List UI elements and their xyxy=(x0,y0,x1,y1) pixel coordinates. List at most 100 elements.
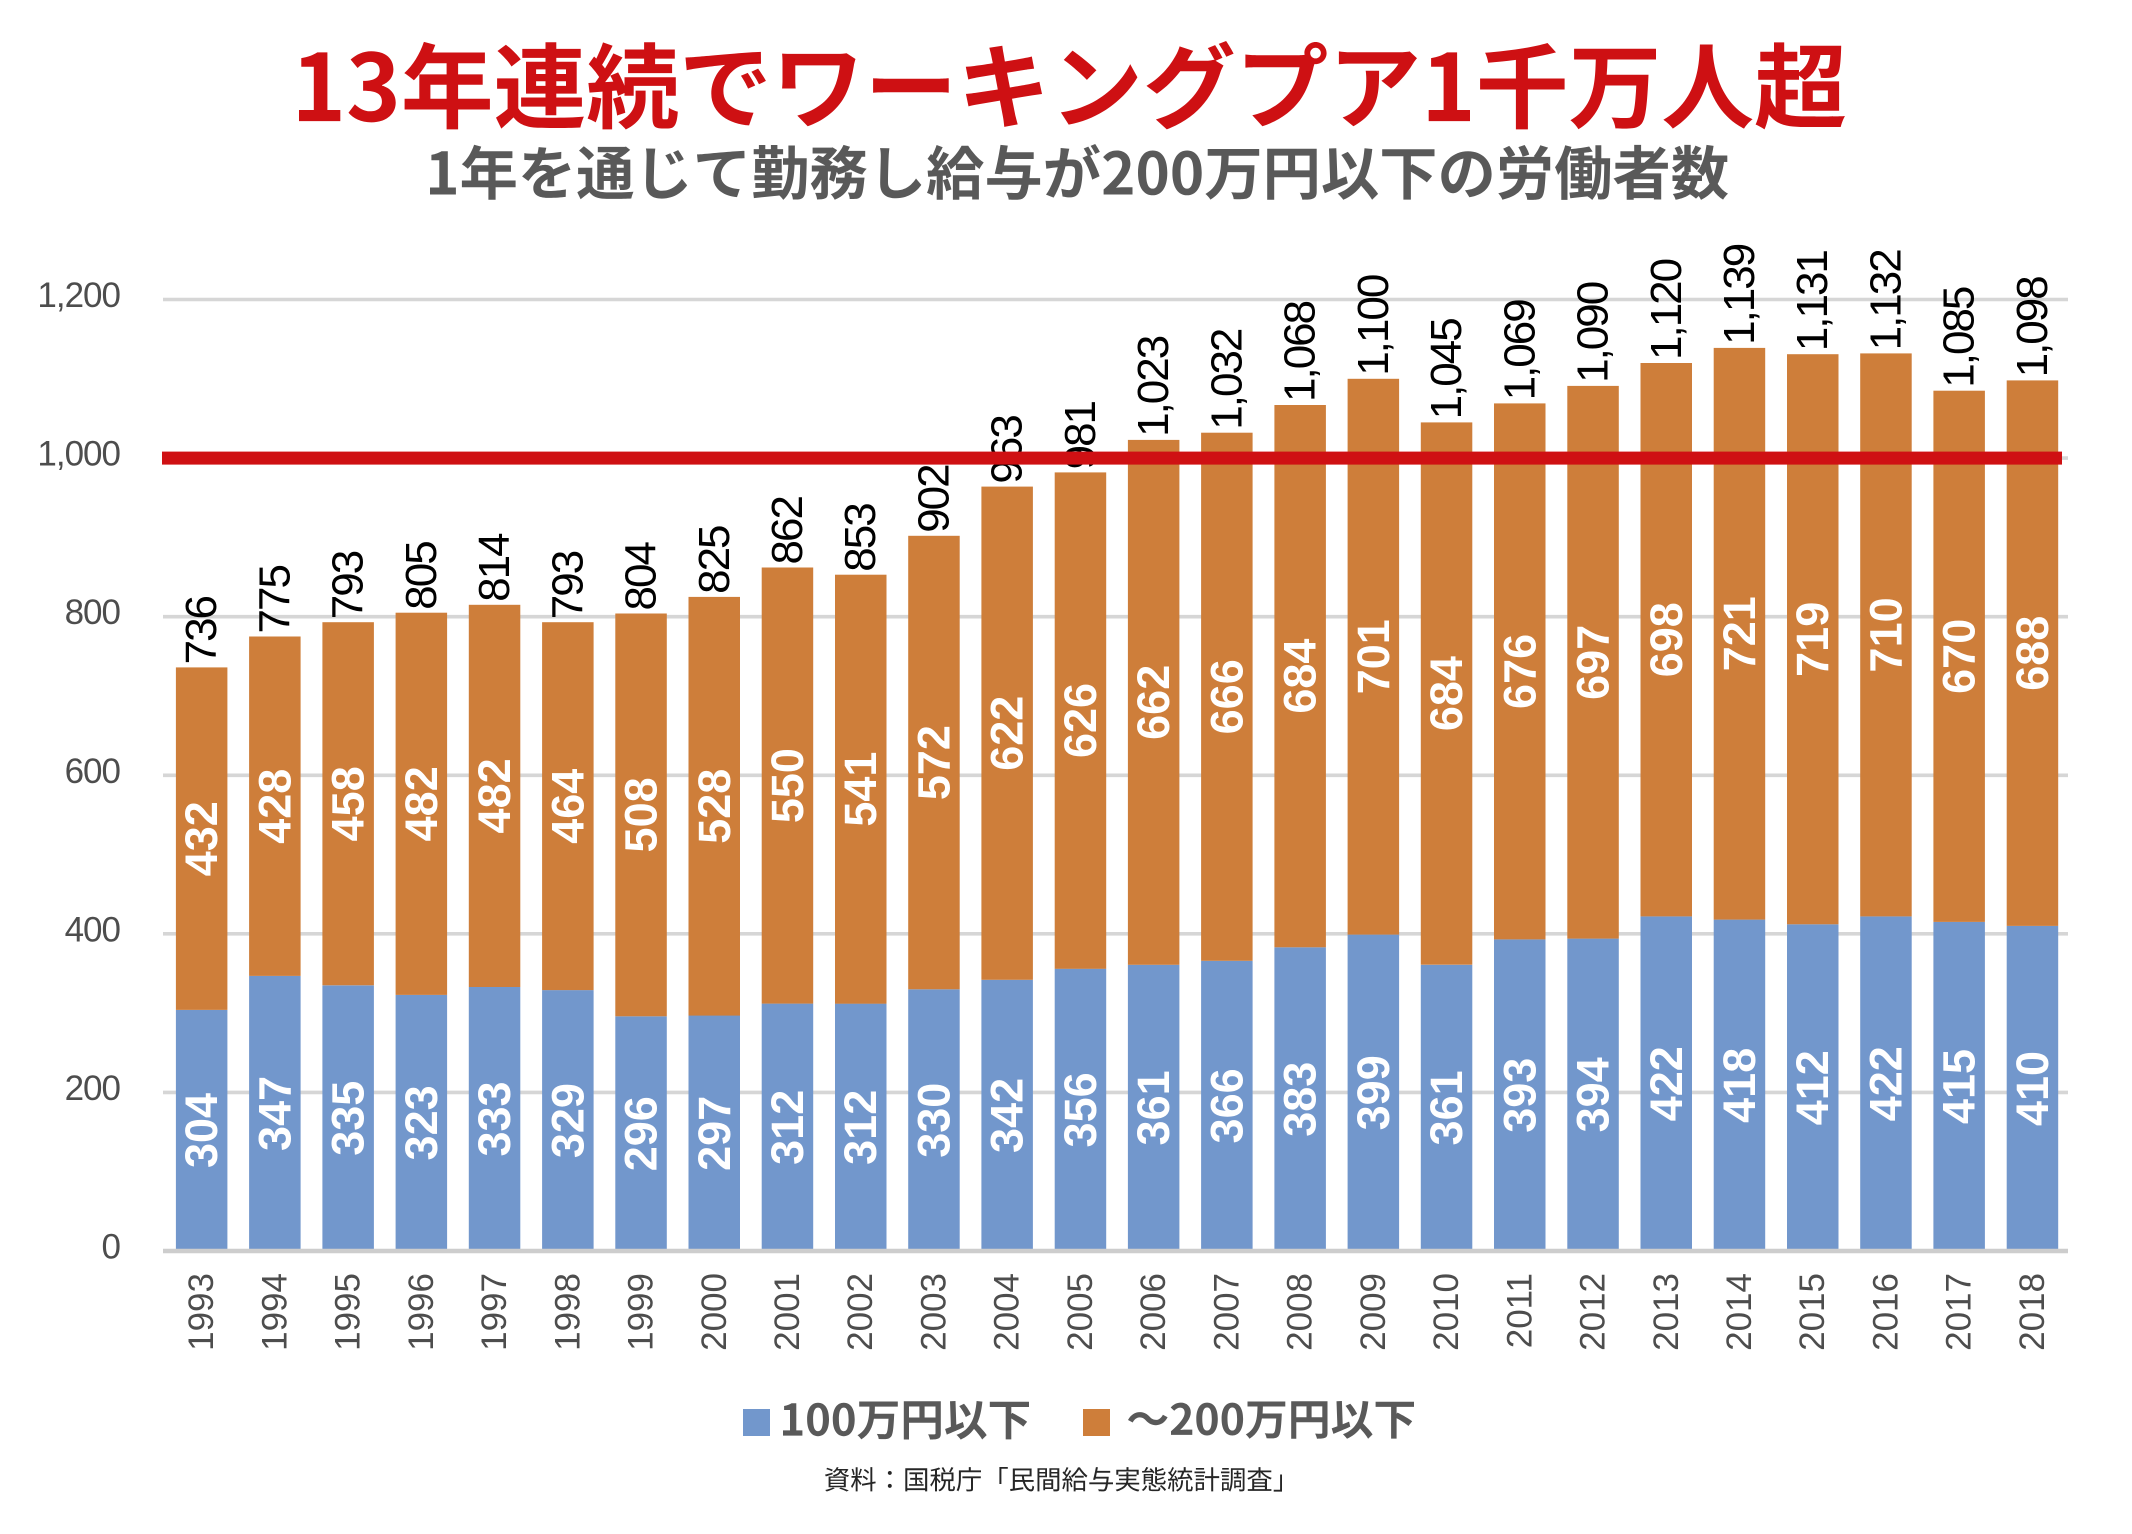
svg-text:394: 394 xyxy=(1568,1057,1619,1132)
svg-text:329: 329 xyxy=(542,1083,593,1158)
svg-text:342: 342 xyxy=(982,1078,1033,1153)
svg-text:688: 688 xyxy=(2007,616,2058,691)
svg-text:666: 666 xyxy=(1201,659,1252,734)
svg-text:410: 410 xyxy=(2007,1051,2058,1126)
svg-text:963: 963 xyxy=(983,416,1032,484)
svg-text:2011: 2011 xyxy=(1500,1273,1539,1348)
svg-text:793: 793 xyxy=(324,551,373,619)
svg-text:670: 670 xyxy=(1934,619,1985,694)
svg-text:361: 361 xyxy=(1421,1070,1472,1145)
svg-text:775: 775 xyxy=(250,566,299,634)
svg-text:312: 312 xyxy=(762,1090,813,1165)
svg-text:2003: 2003 xyxy=(915,1273,954,1351)
svg-text:2015: 2015 xyxy=(1793,1273,1832,1351)
svg-text:541: 541 xyxy=(835,752,886,827)
svg-text:1994: 1994 xyxy=(255,1273,294,1351)
svg-text:432: 432 xyxy=(176,801,227,876)
svg-text:676: 676 xyxy=(1494,634,1545,709)
svg-text:383: 383 xyxy=(1275,1062,1326,1137)
svg-text:422: 422 xyxy=(1860,1046,1911,1121)
svg-text:2006: 2006 xyxy=(1134,1273,1173,1351)
svg-text:721: 721 xyxy=(1714,596,1765,671)
svg-text:330: 330 xyxy=(909,1083,960,1158)
svg-text:304: 304 xyxy=(176,1093,227,1168)
svg-text:366: 366 xyxy=(1201,1068,1252,1143)
svg-text:312: 312 xyxy=(835,1090,886,1165)
svg-text:2007: 2007 xyxy=(1207,1273,1246,1351)
svg-text:684: 684 xyxy=(1275,639,1326,714)
svg-text:2017: 2017 xyxy=(1940,1273,1979,1351)
svg-text:2010: 2010 xyxy=(1427,1273,1466,1351)
svg-text:1995: 1995 xyxy=(329,1273,368,1351)
svg-text:862: 862 xyxy=(763,497,812,565)
svg-text:572: 572 xyxy=(909,725,960,800)
svg-text:1,139: 1,139 xyxy=(1715,244,1764,345)
svg-text:853: 853 xyxy=(836,504,885,572)
svg-text:1997: 1997 xyxy=(475,1273,514,1351)
svg-text:2009: 2009 xyxy=(1354,1273,1393,1351)
svg-text:626: 626 xyxy=(1055,683,1106,758)
svg-text:347: 347 xyxy=(249,1076,300,1151)
svg-text:1,090: 1,090 xyxy=(1569,282,1618,383)
svg-text:805: 805 xyxy=(397,542,446,610)
svg-text:528: 528 xyxy=(689,769,740,844)
svg-text:296: 296 xyxy=(616,1096,667,1171)
svg-text:2001: 2001 xyxy=(768,1273,807,1351)
svg-text:736: 736 xyxy=(177,596,226,664)
svg-text:600: 600 xyxy=(65,752,121,791)
svg-text:2013: 2013 xyxy=(1647,1273,1686,1351)
svg-text:393: 393 xyxy=(1494,1058,1545,1133)
svg-text:482: 482 xyxy=(469,758,520,833)
svg-text:719: 719 xyxy=(1787,602,1838,677)
svg-text:2008: 2008 xyxy=(1281,1273,1320,1351)
svg-text:1,120: 1,120 xyxy=(1642,259,1691,360)
svg-text:323: 323 xyxy=(396,1085,447,1160)
svg-text:415: 415 xyxy=(1934,1049,1985,1124)
svg-text:1,131: 1,131 xyxy=(1788,251,1837,352)
svg-text:1,068: 1,068 xyxy=(1276,301,1325,402)
svg-text:1,069: 1,069 xyxy=(1495,300,1544,401)
svg-text:2002: 2002 xyxy=(841,1273,880,1351)
svg-text:2005: 2005 xyxy=(1061,1273,1100,1351)
svg-text:418: 418 xyxy=(1714,1048,1765,1123)
svg-text:1,200: 1,200 xyxy=(37,276,120,315)
svg-text:1,100: 1,100 xyxy=(1349,275,1398,376)
svg-text:814: 814 xyxy=(470,533,519,602)
svg-text:1,045: 1,045 xyxy=(1422,319,1471,420)
svg-text:1,023: 1,023 xyxy=(1129,336,1178,437)
svg-text:464: 464 xyxy=(542,769,593,844)
svg-text:422: 422 xyxy=(1641,1046,1692,1121)
svg-text:400: 400 xyxy=(65,910,121,949)
svg-text:701: 701 xyxy=(1348,619,1399,694)
svg-text:662: 662 xyxy=(1128,665,1179,740)
svg-text:684: 684 xyxy=(1421,656,1472,731)
svg-text:2016: 2016 xyxy=(1866,1273,1905,1351)
svg-text:800: 800 xyxy=(65,593,121,632)
svg-text:482: 482 xyxy=(396,766,447,841)
svg-text:428: 428 xyxy=(249,769,300,844)
svg-text:1999: 1999 xyxy=(622,1273,661,1351)
svg-text:698: 698 xyxy=(1641,602,1692,677)
svg-text:356: 356 xyxy=(1055,1072,1106,1147)
svg-text:508: 508 xyxy=(616,777,667,852)
svg-text:1,085: 1,085 xyxy=(1935,287,1984,388)
svg-text:1,098: 1,098 xyxy=(2008,277,2057,378)
svg-text:550: 550 xyxy=(762,748,813,823)
svg-text:804: 804 xyxy=(617,542,666,611)
svg-text:1993: 1993 xyxy=(182,1273,221,1351)
svg-text:412: 412 xyxy=(1787,1050,1838,1125)
svg-text:1,032: 1,032 xyxy=(1202,329,1251,430)
svg-text:2000: 2000 xyxy=(695,1273,734,1351)
svg-text:793: 793 xyxy=(543,551,592,619)
svg-text:2004: 2004 xyxy=(988,1273,1027,1351)
svg-text:1996: 1996 xyxy=(402,1273,441,1351)
svg-text:622: 622 xyxy=(982,696,1033,771)
svg-text:0: 0 xyxy=(102,1228,121,1267)
svg-text:710: 710 xyxy=(1860,597,1911,672)
svg-text:2014: 2014 xyxy=(1720,1273,1759,1351)
svg-text:697: 697 xyxy=(1568,625,1619,700)
svg-text:902: 902 xyxy=(910,465,959,533)
svg-text:335: 335 xyxy=(323,1081,374,1156)
svg-text:2018: 2018 xyxy=(2013,1273,2052,1351)
svg-text:458: 458 xyxy=(323,766,374,841)
